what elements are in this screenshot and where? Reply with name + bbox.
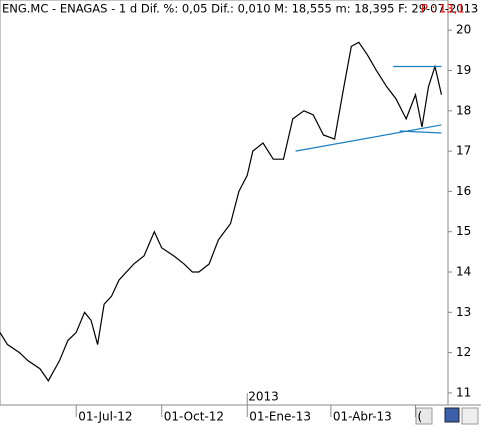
plot-frame (0, 0, 449, 406)
chart-title: ENG.MC - ENAGAS - 1 d Dif. %: 0,05 Dif.:… (2, 2, 478, 16)
year-marker-label: 2013 (248, 390, 279, 404)
y-tick-label: 17 (456, 144, 471, 158)
trend-line (295, 124, 442, 152)
x-tick-label: 01-Oct-12 (164, 410, 224, 424)
tool-button[interactable] (415, 407, 433, 425)
y-tick-label: 16 (456, 184, 471, 198)
title-extra: P : 13,1 (421, 2, 465, 16)
x-tick-label: 01-Ene-13 (249, 410, 311, 424)
y-tick-label: 14 (456, 265, 471, 279)
price-line (0, 41, 443, 382)
y-tick-label: 13 (456, 305, 471, 319)
x-tick-label: 01-Abr-13 (333, 410, 392, 424)
pin-button[interactable] (461, 407, 479, 425)
y-tick-label: 12 (456, 345, 471, 359)
save-button[interactable] (444, 407, 460, 423)
y-tick-label: 15 (456, 224, 471, 238)
trend-line (399, 130, 442, 134)
y-tick-label: 19 (456, 63, 471, 77)
y-tick-label: 18 (456, 103, 471, 117)
x-tick-label: 01-Jul-12 (78, 410, 132, 424)
y-tick-label: 11 (456, 385, 471, 399)
y-tick-label: 20 (456, 23, 471, 37)
x-tick-label: ( (417, 410, 422, 424)
